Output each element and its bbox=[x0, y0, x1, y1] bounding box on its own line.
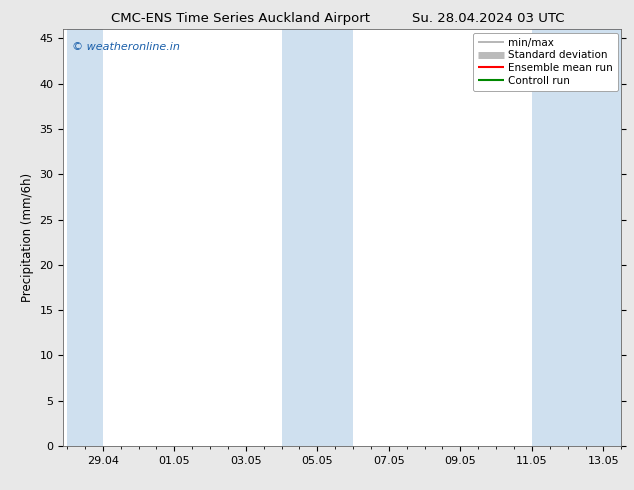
Y-axis label: Precipitation (mm/6h): Precipitation (mm/6h) bbox=[21, 173, 34, 302]
Bar bbox=[281, 29, 353, 446]
Bar bbox=[67, 29, 103, 446]
Text: CMC-ENS Time Series Auckland Airport: CMC-ENS Time Series Auckland Airport bbox=[112, 12, 370, 25]
Text: © weatheronline.in: © weatheronline.in bbox=[72, 42, 179, 52]
Legend: min/max, Standard deviation, Ensemble mean run, Controll run: min/max, Standard deviation, Ensemble me… bbox=[473, 32, 618, 91]
Text: Su. 28.04.2024 03 UTC: Su. 28.04.2024 03 UTC bbox=[412, 12, 564, 25]
Bar bbox=[532, 29, 621, 446]
